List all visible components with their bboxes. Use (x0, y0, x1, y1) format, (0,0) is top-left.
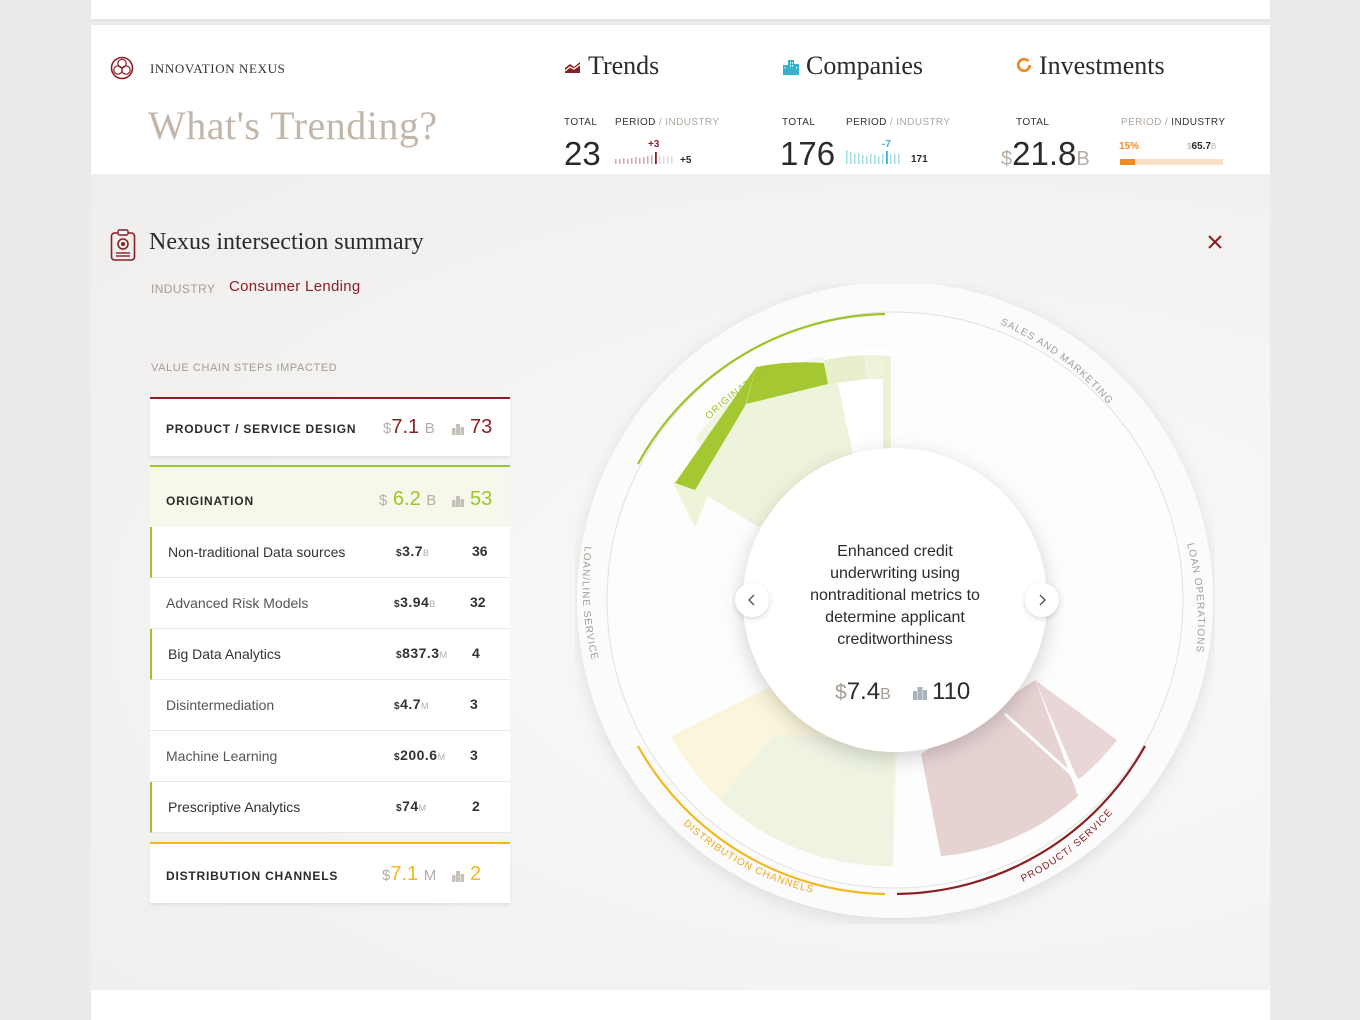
investments-period-industry-label: PERIOD / INDUSTRY (1121, 117, 1226, 128)
buildings-icon (783, 60, 799, 75)
companies-total-label: TOTAL (782, 117, 816, 128)
item-count: 32 (470, 594, 486, 610)
item-count: 36 (472, 543, 488, 559)
investments-total: $21.8B (1001, 135, 1090, 172)
item-investment: $4.7M (394, 696, 430, 712)
category-investment: $7.1 M (382, 863, 437, 885)
trends-total-label: TOTAL (564, 117, 598, 128)
trends-period-industry-label: PERIOD / INDUSTRY (615, 117, 720, 128)
building-icon (913, 687, 927, 700)
item-name: Disintermediation (166, 697, 275, 713)
building-icon (452, 871, 464, 882)
item-count: 2 (472, 798, 480, 814)
list-item-big-data-analytics[interactable]: Big Data Analytics $837.3M 4 (150, 629, 510, 680)
prev-button[interactable] (735, 583, 769, 617)
center-investment: $7.4B (835, 678, 891, 705)
category-investment: $7.1 B (383, 416, 435, 438)
investments-title: Investments (1039, 51, 1165, 80)
item-name: Big Data Analytics (168, 646, 281, 662)
companies-period-industry-label: PERIOD / INDUSTRY (846, 117, 951, 128)
trends-sparkbars (615, 152, 673, 164)
wheel-category-arcs (637, 312, 1146, 896)
chevron-left-icon (748, 594, 755, 606)
item-name: Prescriptive Analytics (168, 799, 301, 815)
item-investment: $74M (396, 798, 427, 814)
item-count: 3 (470, 747, 478, 763)
category-count: 53 (470, 488, 493, 510)
stat-investments[interactable]: Investments TOTAL PERIOD / INDUSTRY $21.… (1001, 51, 1235, 172)
list-item-disintermediation[interactable]: Disintermediation $4.7M 3 (150, 680, 510, 731)
category-count: 2 (470, 863, 482, 885)
item-count: 3 (470, 696, 478, 712)
investments-period-pct: 15% (1119, 141, 1140, 152)
item-investment: $837.3M (396, 645, 448, 661)
close-icon[interactable] (1204, 231, 1226, 253)
industry-value[interactable]: Consumer Lending (229, 278, 361, 295)
stat-companies[interactable]: Companies TOTAL PERIOD / INDUSTRY 176 -7… (780, 51, 962, 172)
page-headline: What's Trending? (148, 103, 438, 148)
trends-total: 23 (564, 135, 601, 172)
clipboard-badge-icon (110, 229, 136, 261)
category-product-service-design[interactable]: PRODUCT / SERVICE DESIGN $7.1 B 73 (150, 397, 510, 456)
header: INNOVATION NEXUS What's Trending? Trends… (91, 25, 1270, 174)
investments-progress-fill (1120, 159, 1136, 165)
companies-sparkbars (846, 150, 900, 164)
investments-total-label: TOTAL (1016, 117, 1050, 128)
category-investment: $ 6.2 B (379, 488, 437, 510)
investments-progress-track (1120, 159, 1223, 165)
top-strip (91, 0, 1270, 20)
summary-title: Nexus intersection summary (149, 229, 424, 255)
item-name: Machine Learning (166, 748, 278, 764)
item-name: Advanced Risk Models (166, 595, 309, 611)
nexus-logo-icon (110, 56, 134, 80)
brand-name: INNOVATION NEXUS (150, 61, 286, 76)
value-chain-wheel[interactable]: ORIGINATION SALES AND MARKETING LOAN OPE… (575, 284, 1215, 924)
investments-industry-value: $65.7B (1187, 141, 1217, 152)
trends-industry-delta: +5 (680, 155, 692, 166)
companies-industry-value: 171 (911, 154, 928, 165)
ring-icon (1016, 57, 1032, 73)
center-count: 110 (932, 678, 971, 705)
item-investment: $3.94B (394, 594, 436, 610)
category-count: 73 (470, 416, 493, 438)
industry-label: INDUSTRY (151, 282, 216, 296)
category-origination[interactable]: ORIGINATION $ 6.2 B 53 (150, 465, 510, 527)
bottom-strip (91, 990, 1270, 1020)
list-item-non-traditional-data-sources[interactable]: Non-traditional Data sources $3.7B 36 (150, 527, 510, 578)
building-icon (452, 424, 464, 435)
trends-period-delta: +3 (648, 139, 660, 150)
wheel-wedges (671, 347, 1117, 867)
item-name: Non-traditional Data sources (168, 544, 346, 560)
companies-period-delta: -7 (882, 139, 891, 150)
stat-trends[interactable]: Trends TOTAL PERIOD / INDUSTRY 23 +3 +5 (564, 51, 734, 172)
area-chart-icon (564, 62, 582, 73)
companies-total: 176 (780, 135, 836, 172)
chevron-right-icon (1039, 594, 1046, 606)
list-item-prescriptive-analytics[interactable]: Prescriptive Analytics $74M 2 (150, 782, 510, 833)
list-item-machine-learning[interactable]: Machine Learning $200.6M 3 (150, 731, 510, 782)
trends-title: Trends (588, 51, 660, 80)
item-investment: $200.6M (394, 747, 446, 763)
category-name: DISTRIBUTION CHANNELS (166, 869, 339, 883)
item-count: 4 (472, 645, 480, 661)
building-icon (452, 496, 464, 507)
category-name: ORIGINATION (166, 494, 254, 508)
category-name: PRODUCT / SERVICE DESIGN (166, 422, 357, 436)
item-investment: $3.7B (396, 543, 430, 559)
list-item-advanced-risk-models[interactable]: Advanced Risk Models $3.94B 32 (150, 578, 510, 629)
value-chain-label: VALUE CHAIN STEPS IMPACTED (151, 362, 338, 374)
companies-title: Companies (806, 51, 923, 80)
category-distribution-channels[interactable]: DISTRIBUTION CHANNELS $7.1 M 2 (150, 842, 510, 903)
center-description: Enhanced credit underwriting using nontr… (810, 543, 980, 648)
wheel-center-disc (743, 448, 1047, 752)
next-button[interactable] (1025, 583, 1059, 617)
